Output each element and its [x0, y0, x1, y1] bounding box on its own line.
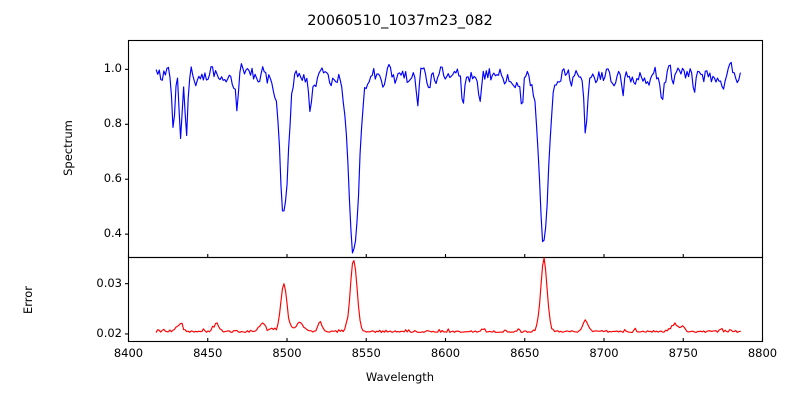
xtick-label: 8550 — [351, 345, 381, 360]
xtick-label: 8800 — [747, 345, 778, 360]
xtick-label: 8700 — [589, 345, 619, 360]
error-series-line — [155, 257, 741, 334]
xtick-label: 8650 — [510, 345, 540, 360]
error-frame — [127, 256, 764, 343]
x-axis-label: Wavelength — [365, 370, 435, 384]
spectrum-ytick-label: 0.6 — [103, 171, 122, 186]
spectrum-ytick-label: 1.0 — [103, 61, 122, 76]
error-ytick-label: 0.03 — [96, 275, 122, 290]
xtick-label: 8600 — [430, 345, 461, 360]
xtick-label: 8400 — [113, 345, 144, 360]
chart-title: 20060510_1037m23_082 — [307, 13, 493, 29]
xtick-label: 8500 — [272, 345, 302, 360]
xtick-label: 8750 — [668, 345, 698, 360]
error-y-axis-label: Error — [21, 285, 35, 315]
spectrum-ytick-label: 0.8 — [103, 116, 122, 131]
spectrum-series-line — [155, 61, 741, 254]
spectrum-ytick-label: 0.4 — [103, 226, 122, 241]
error-ytick-label: 0.02 — [96, 325, 122, 340]
spectrum-y-axis-label: Spectrum — [61, 120, 75, 176]
xtick-label: 8450 — [193, 345, 223, 360]
